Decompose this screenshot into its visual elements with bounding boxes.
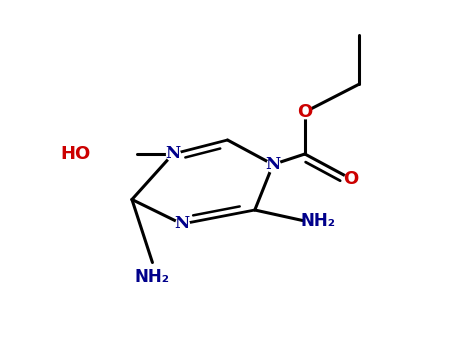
- Text: N: N: [174, 216, 190, 232]
- Text: NH₂: NH₂: [301, 211, 336, 230]
- Text: NH₂: NH₂: [135, 267, 170, 286]
- Text: O: O: [297, 103, 313, 121]
- Text: N: N: [165, 146, 181, 162]
- Text: HO: HO: [60, 145, 90, 163]
- Text: O: O: [343, 169, 358, 188]
- Text: N: N: [265, 156, 281, 173]
